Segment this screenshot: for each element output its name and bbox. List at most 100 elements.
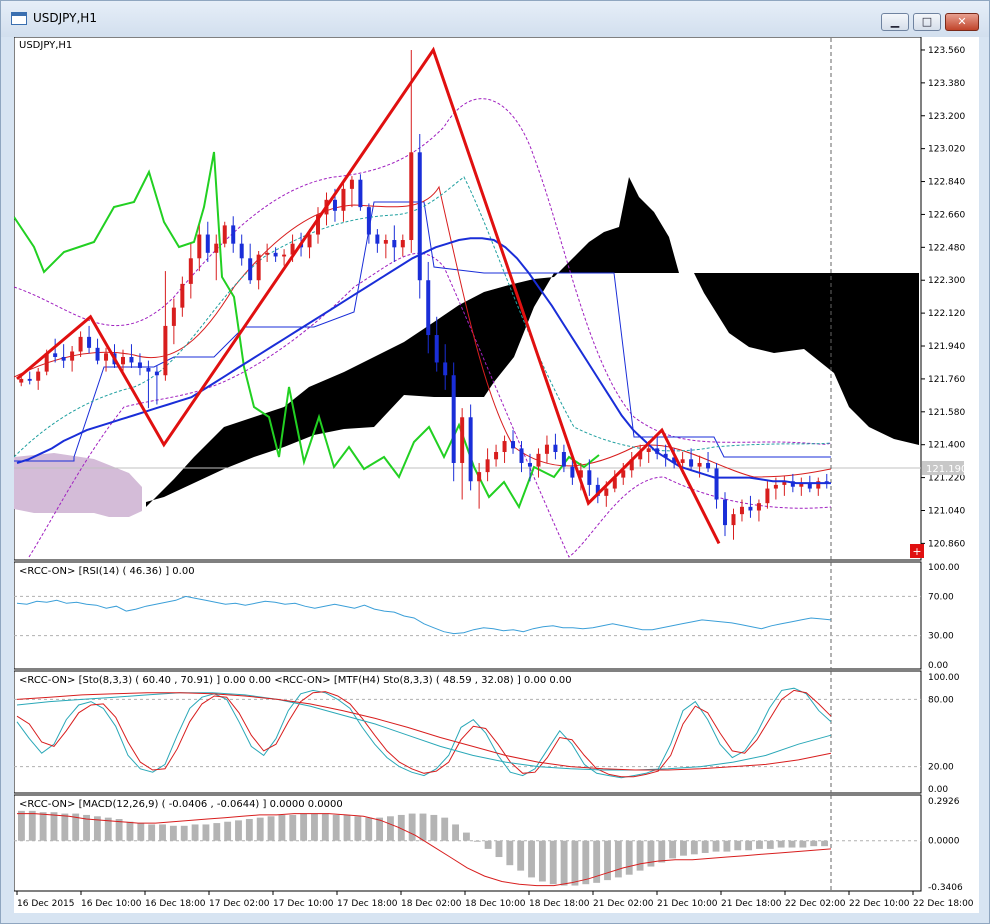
macd-bar	[300, 813, 308, 841]
macd-bar	[506, 840, 514, 866]
candle-body	[595, 484, 600, 496]
candle-body	[426, 280, 431, 336]
time-tick-label: 18 Dec 02:00	[401, 899, 462, 909]
macd-bar	[408, 813, 416, 841]
candle-body	[561, 452, 566, 467]
macd-bar	[93, 816, 101, 841]
sto-axis: 100.00 80.00 20.00 0.00	[14, 673, 960, 795]
main-chart-title: USDJPY,H1	[19, 40, 72, 51]
candle-body	[485, 459, 490, 473]
rsi-tick-label: 100.00	[928, 563, 960, 573]
close-button[interactable]: ✕	[945, 13, 979, 31]
maximize-button[interactable]: □	[913, 13, 941, 31]
macd-tick-label: 0.0000	[928, 837, 960, 847]
candle-body	[748, 506, 753, 511]
macd-bar	[604, 840, 611, 881]
sto-series-line	[16, 687, 832, 779]
candle-body	[511, 441, 516, 449]
candle-body	[773, 484, 778, 489]
macd-bar	[799, 840, 807, 848]
candle-body	[154, 371, 159, 376]
sto-series-line	[16, 692, 832, 771]
kijun-line	[14, 201, 831, 462]
macd-bar	[495, 840, 503, 858]
candle-body	[502, 441, 507, 453]
macd-bar	[452, 824, 459, 841]
macd-histogram	[18, 810, 828, 886]
macd-bar	[517, 840, 525, 871]
time-tick-label: 21 Dec 18:00	[721, 899, 782, 909]
candle-body	[553, 444, 558, 453]
stochastic-pane: 100.00 80.00 20.00 0.00 <RCC-ON> [Sto(8,3,3…	[13, 670, 960, 795]
candle-body	[400, 240, 405, 248]
candle-body	[604, 488, 609, 496]
time-tick-label: 16 Dec 10:00	[81, 899, 142, 909]
time-tick-label: 17 Dec 10:00	[273, 899, 334, 909]
candle-body	[629, 459, 634, 471]
macd-bar	[159, 824, 166, 841]
macd-bar	[701, 840, 709, 853]
candle-body	[680, 459, 685, 463]
price-tick-label: 121.220	[928, 474, 965, 484]
candle-body	[527, 462, 532, 467]
macd-bar	[669, 840, 677, 859]
candle-body	[129, 356, 134, 363]
candle-body	[519, 448, 524, 463]
time-tick-label: 17 Dec 02:00	[209, 899, 270, 909]
candle-body	[205, 234, 210, 253]
time-tick-label: 22 Dec 18:00	[913, 899, 974, 909]
main-pane: + 123.560 123.380 123.200 123.020 122.840 122…	[13, 36, 967, 561]
candle-body	[19, 378, 24, 383]
macd-bar	[72, 813, 80, 841]
rsi-title: <RCC-ON> [RSI(14) ( 46.36) ] 0.00	[19, 566, 195, 577]
time-tick-label: 21 Dec 10:00	[657, 899, 718, 909]
candle-body	[612, 477, 617, 489]
price-tick-label: 123.020	[928, 145, 965, 155]
price-tick-label: 123.200	[928, 112, 965, 122]
chikou-span	[13, 151, 600, 510]
candle-body	[375, 234, 380, 244]
macd-bar	[83, 814, 90, 841]
add-marker-button[interactable]	[910, 544, 924, 558]
candle-body	[214, 243, 219, 253]
minimize-button[interactable]: ▁	[881, 13, 909, 31]
candle-body	[409, 152, 414, 241]
macd-bar	[821, 840, 828, 847]
candle-body	[697, 462, 702, 467]
macd-bar	[256, 817, 264, 841]
candle-body	[307, 234, 312, 248]
macd-bar	[397, 814, 405, 841]
macd-bar	[625, 840, 633, 875]
sto-series-line	[16, 692, 832, 771]
envelope-upper	[13, 98, 832, 445]
sto-tick-label: 20.00	[928, 763, 954, 773]
price-tick-label: 122.120	[928, 309, 965, 319]
price-tick-label: 122.840	[928, 178, 965, 188]
candle-body	[756, 503, 761, 511]
price-tick-label: 122.300	[928, 276, 965, 286]
price-tick-label: 121.400	[928, 441, 965, 451]
candle-body	[578, 470, 583, 478]
candle-body	[366, 207, 371, 235]
candle-body	[53, 353, 58, 357]
candle-body	[95, 347, 100, 361]
candle-body	[146, 367, 151, 372]
macd-bar	[690, 840, 698, 855]
time-tick-label: 22 Dec 02:00	[785, 899, 846, 909]
time-tick-label: 16 Dec 2015	[17, 899, 75, 909]
title-bar[interactable]: USDJPY,H1 ▁ □ ✕	[1, 1, 989, 37]
candle-body	[638, 452, 643, 460]
macd-bar	[148, 824, 156, 841]
macd-bar	[387, 816, 394, 841]
macd-bar	[419, 813, 427, 841]
chart-canvas[interactable]: + 123.560 123.380 123.200 123.020 122.840 122…	[13, 36, 979, 913]
macd-tick-label: 0.2926	[928, 797, 960, 807]
candle-body	[587, 470, 592, 485]
candle-body	[468, 417, 473, 482]
macd-bar	[756, 840, 763, 849]
candle-body	[197, 234, 202, 259]
macd-bar	[18, 810, 25, 841]
chart-area[interactable]: + 123.560 123.380 123.200 123.020 122.840 122…	[13, 36, 979, 913]
macd-bar	[224, 821, 232, 841]
candle-body	[137, 362, 142, 368]
